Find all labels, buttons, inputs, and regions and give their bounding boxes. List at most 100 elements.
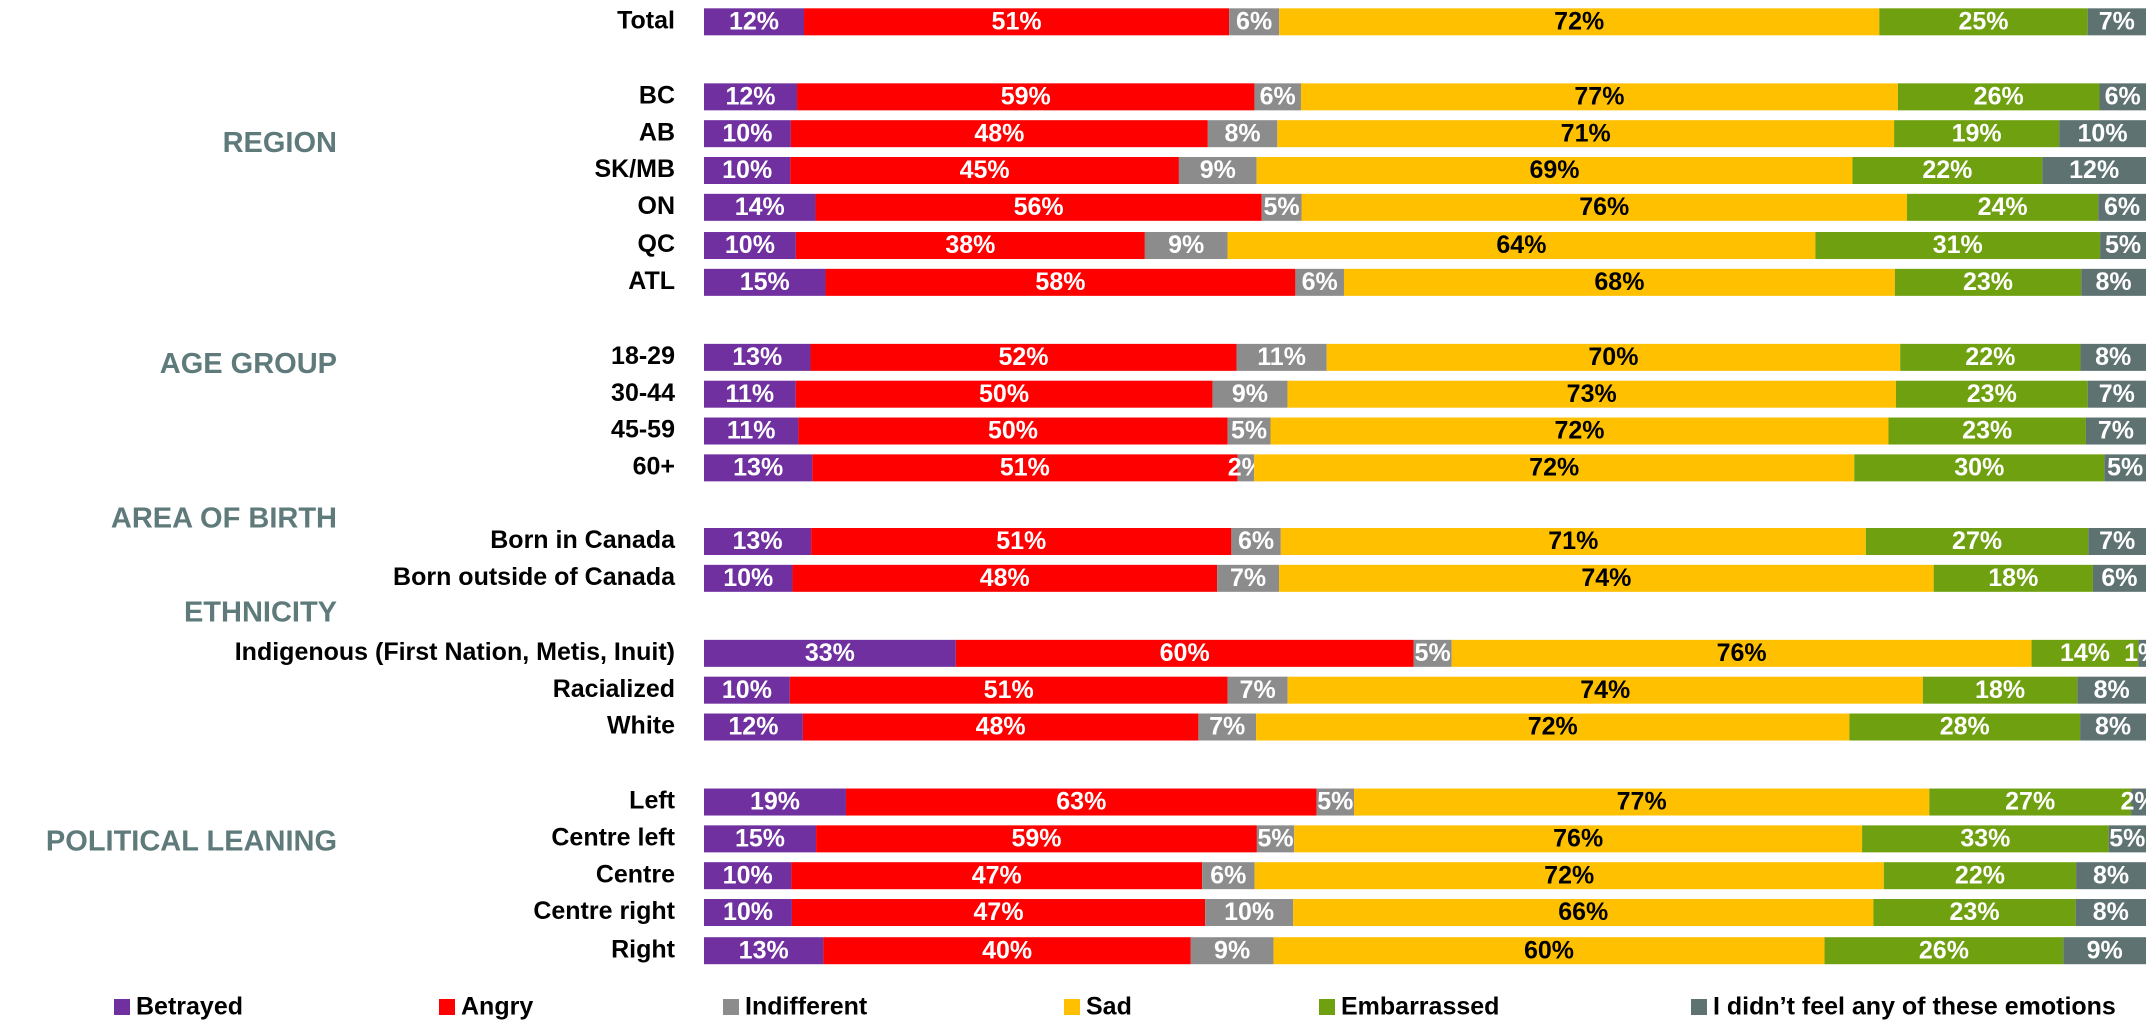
- bar-segment: [704, 120, 791, 148]
- value-label: 1%: [2124, 639, 2152, 667]
- bar-segment: [704, 268, 826, 296]
- value-label: 56%: [1014, 193, 1064, 221]
- value-label: 9%: [1168, 231, 1204, 259]
- bar-segment: [2131, 788, 2146, 816]
- category-label: BC: [639, 81, 675, 109]
- value-label: 69%: [1529, 156, 1579, 184]
- bar-segment: [2081, 268, 2146, 296]
- value-label: 8%: [1225, 119, 1261, 147]
- bar-segment: [1301, 193, 1907, 221]
- value-label: 71%: [1548, 527, 1598, 555]
- value-label: 47%: [972, 861, 1022, 889]
- bar-segment: [1261, 193, 1302, 221]
- bar-segment: [955, 639, 1414, 667]
- bar-segment: [2085, 417, 2146, 445]
- value-label: 6%: [1260, 82, 1296, 110]
- bar-segment: [1849, 713, 2081, 741]
- value-label: 5%: [1317, 788, 1353, 816]
- value-label: 10%: [722, 156, 772, 184]
- bar-segment: [1293, 899, 1874, 927]
- bar-segment: [704, 157, 791, 184]
- value-label: 28%: [1940, 713, 1990, 741]
- legend-swatch: [114, 999, 130, 1015]
- category-label: Left: [629, 787, 676, 815]
- value-label: 27%: [2005, 788, 2055, 816]
- value-label: 24%: [1978, 193, 2028, 221]
- bar-segment: [704, 937, 824, 965]
- category-label: Born outside of Canada: [393, 563, 676, 591]
- bar-segment: [1227, 232, 1816, 260]
- bar-segment: [704, 528, 812, 556]
- value-label: 9%: [1200, 156, 1236, 184]
- value-label: 64%: [1496, 231, 1546, 259]
- bar-segment: [1280, 528, 1866, 556]
- value-label: 14%: [735, 193, 785, 221]
- value-label: 52%: [999, 343, 1049, 371]
- category-label: SK/MB: [594, 155, 675, 183]
- value-label: 63%: [1056, 788, 1106, 816]
- category-label: ON: [638, 192, 676, 220]
- bar-segment: [2080, 343, 2146, 371]
- legend-label: Angry: [461, 993, 533, 1021]
- bar-segment: [1256, 825, 1295, 853]
- bar-segment: [2108, 825, 2146, 853]
- bar-segment: [704, 564, 793, 592]
- value-label: 10%: [723, 898, 773, 926]
- legend-label: Betrayed: [136, 993, 243, 1021]
- value-label: 23%: [1963, 268, 2013, 296]
- bar-segment: [1933, 564, 2093, 592]
- bar-segment: [825, 268, 1296, 296]
- bar-segment: [798, 417, 1228, 445]
- bar-segment: [1316, 788, 1355, 816]
- bar-segment: [704, 232, 796, 260]
- value-label: 51%: [1000, 453, 1050, 481]
- bar-segment: [2138, 639, 2146, 667]
- value-label: 9%: [1232, 380, 1268, 408]
- bar-segment: [1897, 83, 2100, 111]
- value-label: 13%: [733, 527, 783, 555]
- value-label: 6%: [2105, 82, 2141, 110]
- value-label: 76%: [1579, 193, 1629, 221]
- bar-segment: [791, 899, 1206, 927]
- bar-segment: [1236, 343, 1327, 371]
- bar-segment: [795, 380, 1213, 408]
- legend-label: Sad: [1086, 993, 1132, 1021]
- value-label: 58%: [1035, 268, 1085, 296]
- value-label: 38%: [945, 231, 995, 259]
- value-label: 51%: [992, 7, 1042, 35]
- value-label: 2%: [2120, 788, 2152, 816]
- bar-segment: [704, 788, 846, 816]
- bar-segment: [2092, 564, 2146, 592]
- bar-segment: [704, 454, 813, 482]
- value-label: 13%: [739, 936, 789, 964]
- group-label: REGION: [223, 127, 337, 159]
- bar-segment: [1273, 937, 1825, 965]
- bar-segment: [2059, 120, 2146, 148]
- value-label: 31%: [1933, 231, 1983, 259]
- value-label: 26%: [1919, 936, 1969, 964]
- bar-segment: [1354, 788, 1930, 816]
- bar-segment: [816, 825, 1257, 853]
- bar-segment: [1205, 899, 1294, 927]
- bar-segment: [2077, 676, 2146, 704]
- bar-segment: [1900, 343, 2081, 371]
- bar-segment: [2080, 713, 2146, 741]
- value-label: 5%: [2105, 231, 2141, 259]
- legend-swatch: [723, 999, 739, 1015]
- category-label: Centre right: [533, 897, 675, 925]
- legend-label: Indifferent: [745, 993, 868, 1021]
- bar-segment: [790, 120, 1208, 148]
- bar-segment: [1198, 713, 1257, 741]
- bar-segment: [1815, 232, 2101, 260]
- category-label: 60+: [633, 452, 675, 480]
- value-label: 8%: [2095, 713, 2131, 741]
- value-label: 27%: [1952, 527, 2002, 555]
- value-label: 45%: [960, 156, 1010, 184]
- value-label: 72%: [1554, 7, 1604, 35]
- value-label: 22%: [1965, 343, 2015, 371]
- bar-segment: [1227, 676, 1288, 704]
- value-label: 60%: [1160, 639, 1210, 667]
- bar-segment: [1190, 937, 1274, 965]
- bar-segment: [1824, 937, 2064, 965]
- bar-segment: [2104, 454, 2146, 482]
